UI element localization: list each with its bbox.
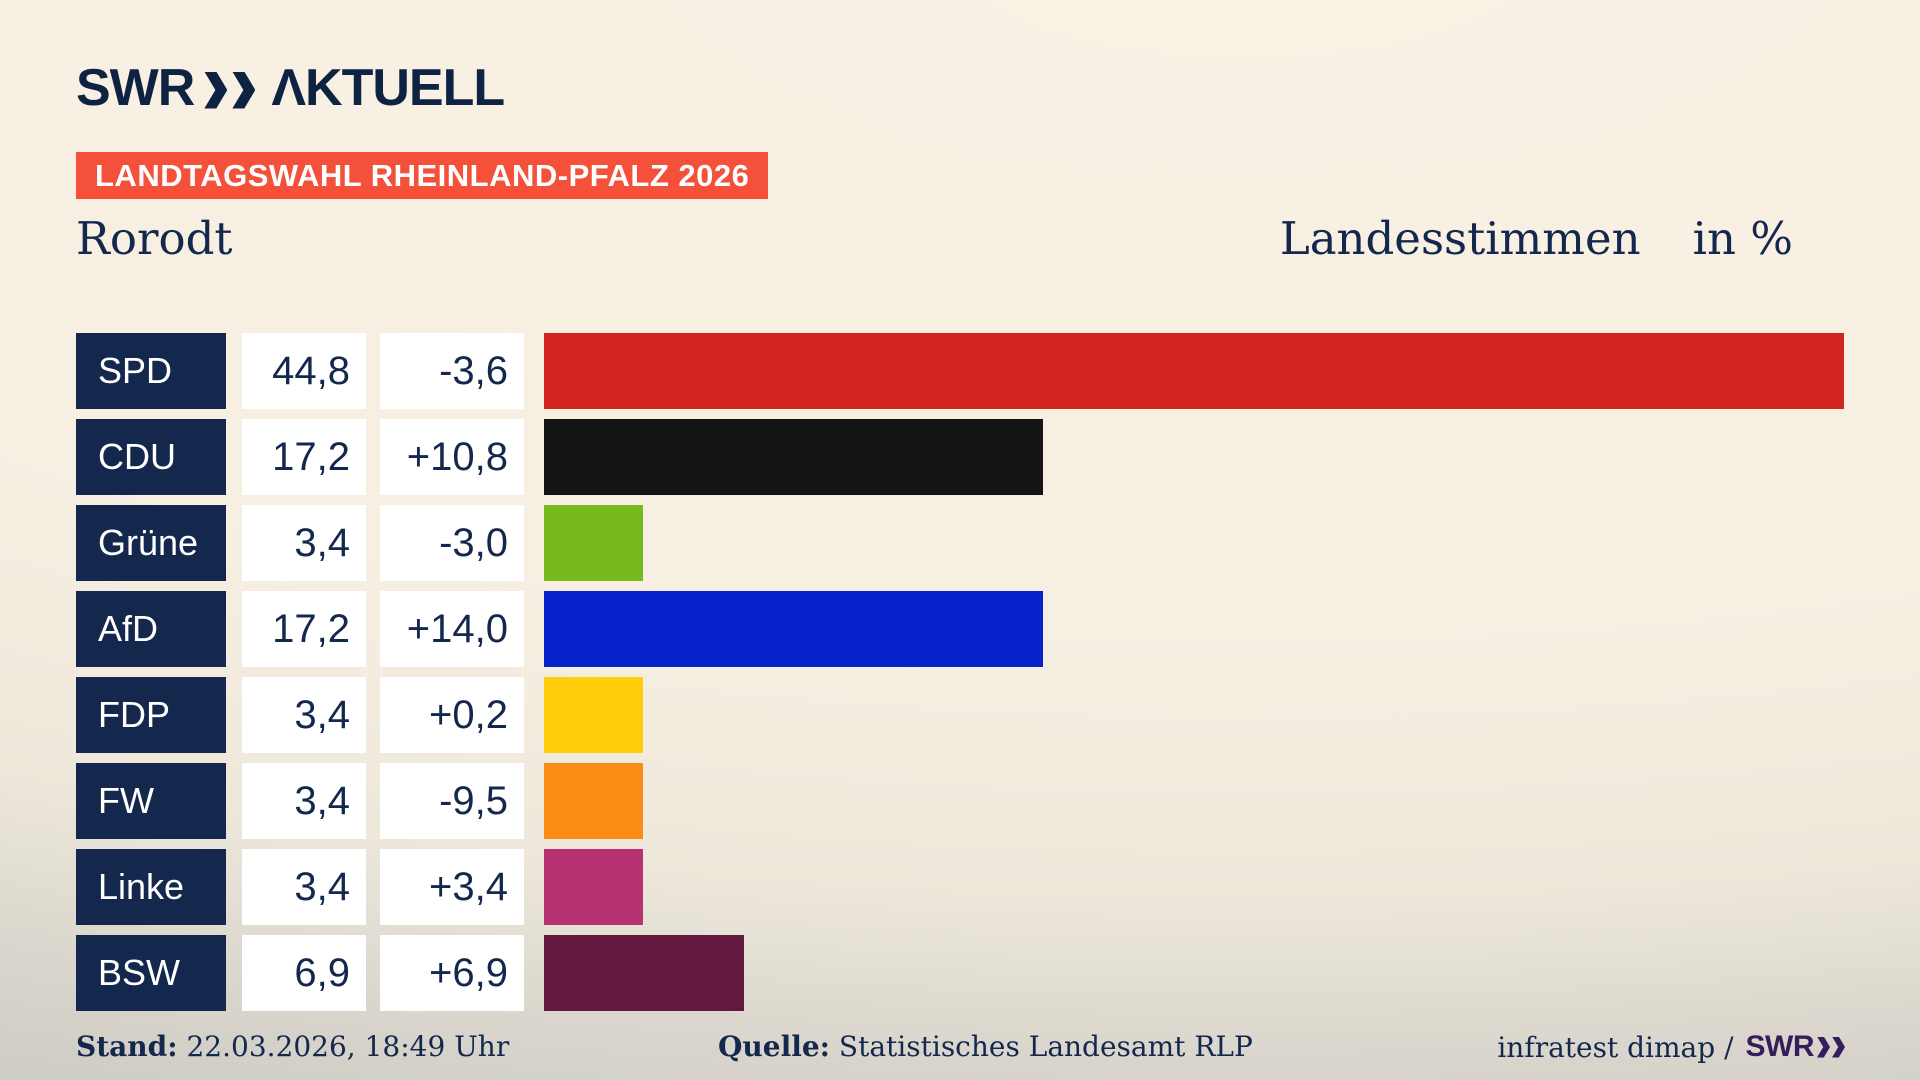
party-value: 3,4 [242, 763, 366, 839]
party-row: AfD 17,2 +14,0 [76, 591, 1856, 667]
measure-title: Landesstimmen in % [1280, 212, 1793, 265]
chevron-right-icon [232, 71, 256, 109]
results-table: SPD 44,8 -3,6 CDU 17,2 +10,8 Grüne 3,4 -… [76, 333, 1856, 1011]
party-diff: +14,0 [380, 591, 524, 667]
result-bar [544, 333, 1845, 409]
result-bar [544, 591, 1044, 667]
party-name: CDU [76, 419, 226, 495]
party-name: SPD [76, 333, 226, 409]
stand-label: Stand: [76, 1030, 178, 1063]
chevron-right-icon [204, 71, 228, 109]
party-diff: -3,0 [380, 505, 524, 581]
credit-info: infratest dimap / SWR [1497, 1030, 1845, 1064]
result-bar [544, 849, 643, 925]
party-value: 3,4 [242, 505, 366, 581]
bar-area [544, 849, 1856, 925]
party-diff: +0,2 [380, 677, 524, 753]
party-name: BSW [76, 935, 226, 1011]
chevron-right-icon [1817, 1036, 1830, 1058]
bar-area [544, 505, 1856, 581]
election-banner: LANDTAGSWAHL RHEINLAND-PFALZ 2026 [76, 152, 769, 199]
party-name: Grüne [76, 505, 226, 581]
party-value: 44,8 [242, 333, 366, 409]
bar-area [544, 333, 1856, 409]
bar-area [544, 763, 1856, 839]
party-diff: +6,9 [380, 935, 524, 1011]
double-chevron-icon [204, 71, 256, 109]
bar-area [544, 677, 1856, 753]
party-name: AfD [76, 591, 226, 667]
aktuell-text: ΛKTUELL [271, 59, 505, 117]
party-value: 3,4 [242, 677, 366, 753]
unit-label: in % [1692, 212, 1793, 265]
party-value: 3,4 [242, 849, 366, 925]
bar-area [544, 591, 1856, 667]
source-label: Quelle: [718, 1030, 830, 1063]
swr-footer-logo: SWR [1745, 1030, 1845, 1064]
party-value: 17,2 [242, 419, 366, 495]
party-diff: +10,8 [380, 419, 524, 495]
bar-area [544, 935, 1856, 1011]
party-row: SPD 44,8 -3,6 [76, 333, 1856, 409]
source-info: Quelle: Statistisches Landesamt RLP [718, 1030, 1253, 1063]
party-row: Linke 3,4 +3,4 [76, 849, 1856, 925]
party-value: 6,9 [242, 935, 366, 1011]
party-diff: -9,5 [380, 763, 524, 839]
result-bar [544, 419, 1044, 495]
swr-brand-text: SWR [76, 59, 195, 117]
party-diff: +3,4 [380, 849, 524, 925]
stand-value: 22.03.2026, 18:49 Uhr [186, 1030, 510, 1063]
swr-aktuell-logo: SWR ΛKTUELL [76, 58, 505, 118]
party-name: FDP [76, 677, 226, 753]
swr-brand-text: SWR [1745, 1030, 1815, 1063]
party-value: 17,2 [242, 591, 366, 667]
stand-info: Stand: 22.03.2026, 18:49 Uhr [76, 1030, 509, 1063]
credit-text: infratest dimap / [1497, 1030, 1734, 1064]
result-bar [544, 505, 643, 581]
party-name: Linke [76, 849, 226, 925]
bar-area [544, 419, 1856, 495]
party-row: BSW 6,9 +6,9 [76, 935, 1856, 1011]
party-row: CDU 17,2 +10,8 [76, 419, 1856, 495]
result-bar [544, 763, 643, 839]
party-name: FW [76, 763, 226, 839]
party-row: Grüne 3,4 -3,0 [76, 505, 1856, 581]
party-diff: -3,6 [380, 333, 524, 409]
party-row: FW 3,4 -9,5 [76, 763, 1856, 839]
footer: Stand: 22.03.2026, 18:49 Uhr Quelle: Sta… [0, 1030, 1920, 1070]
party-row: FDP 3,4 +0,2 [76, 677, 1856, 753]
result-bar [544, 677, 643, 753]
result-bar [544, 935, 745, 1011]
region-title: Rorodt [76, 212, 233, 265]
measure-label: Landesstimmen [1279, 212, 1641, 265]
source-value: Statistisches Landesamt RLP [838, 1030, 1253, 1063]
chevron-right-icon [1832, 1036, 1845, 1058]
